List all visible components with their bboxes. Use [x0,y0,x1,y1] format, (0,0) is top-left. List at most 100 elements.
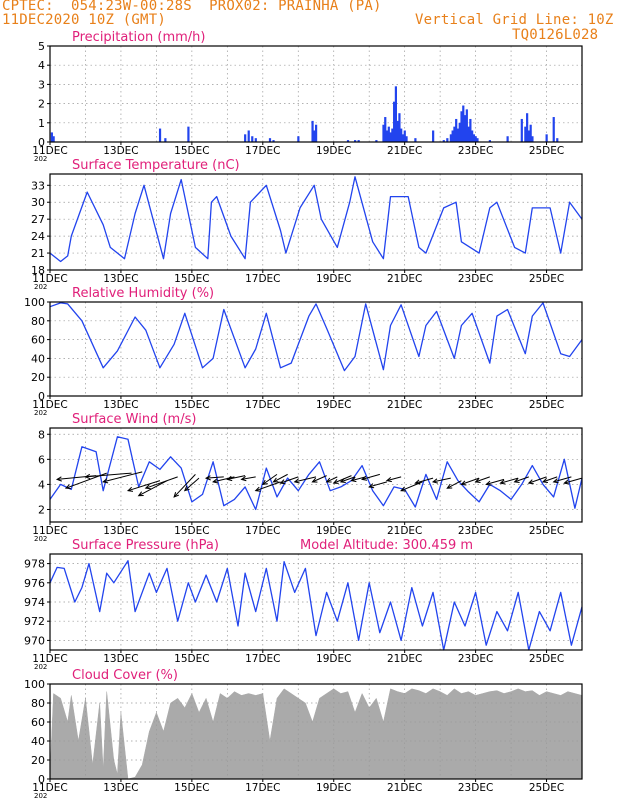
wind-ytick-label: 2 [38,503,45,516]
precip-bar [297,136,300,142]
precip-bar [488,140,491,142]
wind-wind-arrowhead [254,486,261,492]
precip-bar [446,138,449,142]
wind-wind-arrow [173,474,196,498]
wind-wind-arrowhead [55,476,62,482]
rh-ytick-label: 0 [38,390,45,403]
temp-ytick-label: 27 [31,213,45,226]
wind-wind-arrowhead [368,483,375,489]
wind-wind-arrowhead [339,477,346,483]
wind-wind-arrow [386,476,402,482]
wind-series-line [49,436,583,511]
wind-wind-arrowhead [137,491,144,497]
wind-wind-arrowhead [84,473,91,480]
precip-bar [531,136,534,142]
wind-wind-arrowhead [563,479,570,485]
precip-bar [469,118,472,142]
wind-wind-arrow [486,478,505,485]
precip-bar [393,101,396,142]
temp-ytick-label: 33 [31,179,45,192]
wind-xtick-year: 202 [34,535,47,543]
cloud-ytick-label: 80 [31,697,45,710]
temp-xtick-label: 17DEC [245,273,280,285]
wind-wind-arrowhead [226,475,233,482]
precip-xtick-label: 11DEC [32,145,67,157]
rh-xtick-label: 17DEC [245,399,280,411]
wind-xtick-label: 25DEC [529,525,564,537]
press-xtick-label: 19DEC [316,653,351,665]
wind-wind-arrow [475,476,490,483]
wind-wind-arrow [514,476,529,483]
wind-xtick-label: 21DEC [387,525,422,537]
cloud-area [49,688,583,780]
precip-bar [455,118,458,142]
wind-wind-arrowhead [400,486,407,492]
wind-wind-arrow [333,475,352,484]
wind-wind-arrow [213,476,235,483]
precip-bar [529,124,532,142]
rh-xtick-year: 202 [34,409,47,417]
press-xtick-year: 202 [34,663,47,671]
wind-frame [49,427,583,523]
cloud-ytick-label: 60 [31,716,45,729]
precip-bar [164,138,167,142]
wind-wind-arrow [241,476,256,480]
precip-ytick-label: 5 [38,40,45,53]
header-date: 11DEC2020 10Z (GMT) [2,12,166,28]
wind-wind-arrow [262,473,278,485]
wind-wind-arrow [145,476,178,489]
precip-bar [552,117,555,142]
wind-xtick-label: 17DEC [245,525,280,537]
precip-bar [398,113,401,142]
wind-wind-arrow [85,472,132,478]
temp-xtick-label: 13DEC [103,273,138,285]
rh-xtick-label: 11DEC [32,399,67,411]
precip-bar [396,120,399,142]
wind-xtick-label: 19DEC [316,525,351,537]
wind-wind-arrowhead [414,479,421,485]
press-xtick-label: 23DEC [458,653,493,665]
cloud-ytick-label: 100 [24,678,45,691]
wind-wind-arrowhead [431,478,439,484]
wind-wind-arrow [340,476,356,483]
precip-bar [251,136,254,142]
wind-wind-arrowhead [272,477,279,483]
precip-bar [463,115,467,142]
cloud-ytick-label: 0 [38,773,45,786]
cloud-xtick-label: 19DEC [316,782,351,794]
wind-wind-arrow [255,481,281,492]
header-grid-note: Vertical Grid Line: 10Z [415,12,614,28]
rh-ytick-label: 100 [24,296,45,309]
temp-series-line [49,176,583,263]
wind-wind-arrow [564,477,583,484]
wind-xtick-label: 13DEC [103,525,138,537]
precip-bar [158,128,162,142]
precip-frame [49,45,583,143]
precip-bar [401,134,405,142]
temp-title: Surface Temperature (nC) [72,158,240,173]
wind-wind-arrow [103,471,143,483]
wind-wind-arrow [312,475,327,483]
temp-ytick-label: 24 [31,230,45,243]
temp-xtick-label: 11DEC [32,273,67,285]
precip-bar [456,128,460,142]
cloud-xtick-label: 25DEC [529,782,564,794]
wind-xtick-label: 15DEC [174,525,209,537]
wind-ytick-label: 6 [38,453,45,466]
wind-wind-arrow [400,481,423,492]
wind-wind-arrow [351,476,366,482]
press-title: Surface Pressure (hPa) [72,538,219,553]
header-line1: CPTEC: 054:23W-00:28S PROX02: PRAINHA (P… [2,0,382,14]
wind-wind-arrowhead [204,475,211,481]
precip-bar [465,109,468,142]
wind-wind-arrow [415,477,434,484]
precip-bar [432,130,435,142]
rh-title: Relative Humidity (%) [72,286,214,301]
precip-bar [524,126,527,142]
precip-bar [389,132,392,142]
wind-xtick-label: 23DEC [458,525,493,537]
wind-wind-arrowhead [527,479,534,485]
press-xtick-label: 21DEC [387,653,422,665]
wind-wind-arrowhead [311,477,318,483]
wind-xtick-label: 11DEC [32,525,67,537]
